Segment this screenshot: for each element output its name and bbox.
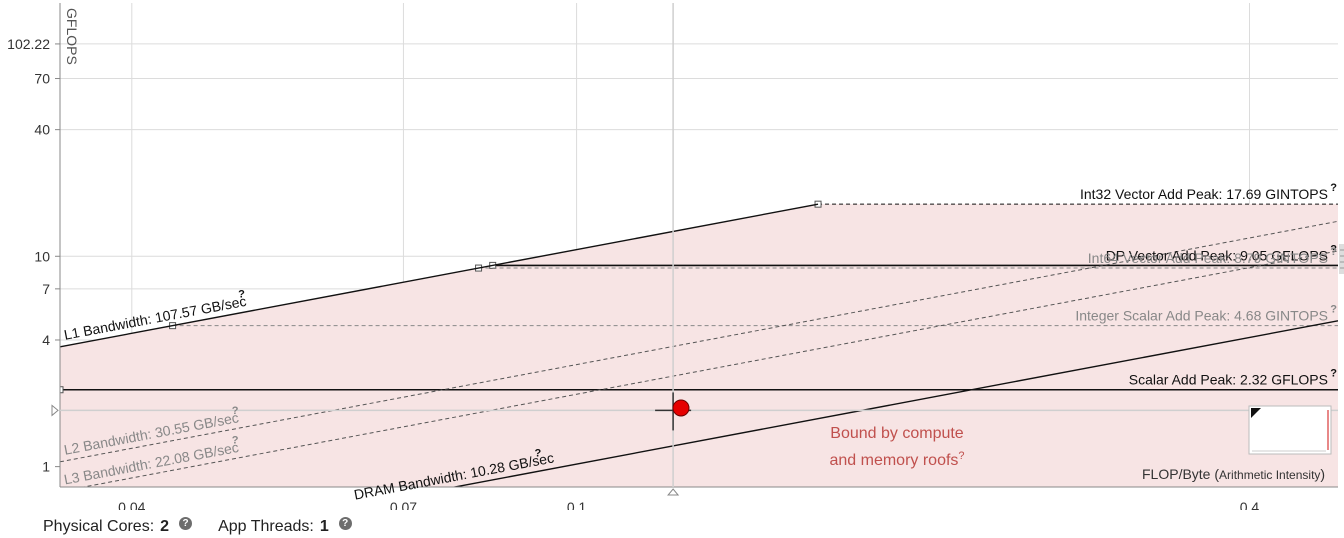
- bounded-region: [60, 204, 1338, 487]
- data-point-loop[interactable]: [672, 399, 690, 417]
- bandwidth-roof-line: [60, 203, 819, 348]
- x-axis-label-paren-close: ): [1320, 466, 1325, 482]
- minimap-thumbnail[interactable]: [1248, 405, 1332, 455]
- physical-cores-value: 2: [160, 518, 170, 535]
- roofline-chart: 0.04 0.07 0.1 0.4 1 4 7 10 40 70 102.22 Int32 Vect…: [7, 3, 1344, 510]
- app-threads-help-icon[interactable]: ?: [338, 516, 352, 530]
- compute-roof-label: Integer Scalar Add Peak: 4.68 GINTOPS: [1075, 308, 1328, 324]
- tick-labels: 0.04 0.07 0.1 0.4 1 4 7 10 40 70 102.22: [7, 36, 1259, 510]
- compute-roof-label: Int64 Vector Add Peak: 8.79 GINTOPS: [1088, 250, 1328, 266]
- crosshair-x-marker: [667, 488, 680, 496]
- compute-roof-help-icon: ?: [1330, 368, 1337, 380]
- app-threads-label: App Threads:: [218, 518, 314, 535]
- y-tick-label: 10: [34, 248, 50, 264]
- y-tick-label: 1: [42, 459, 50, 475]
- x-axis-label-main: FLOP/Byte: [1142, 466, 1211, 482]
- footer-bar: Physical Cores: 2 ? App Threads: 1 ?: [43, 516, 352, 536]
- y-tick-label: 102.22: [7, 36, 50, 52]
- compute-roof-label: Int32 Vector Add Peak: 17.69 GINTOPS: [1080, 186, 1328, 202]
- y-tick-label: 7: [42, 281, 50, 297]
- annotation-help-icon: ?: [958, 450, 964, 462]
- roof-lines: [60, 200, 1338, 487]
- x-axis-label-suffix: Arithmetic Intensity: [1219, 468, 1320, 482]
- compute-roof-help-icon: ?: [1330, 182, 1337, 194]
- y-tick-label: 4: [42, 332, 50, 348]
- crosshair-y-marker: [51, 404, 59, 417]
- data-points[interactable]: [655, 392, 692, 431]
- compute-roof-help-icon: ?: [1330, 246, 1337, 258]
- y-axis-label: GFLOPS: [64, 8, 80, 65]
- bounded-region-fill: [60, 204, 1338, 487]
- bandwidth-roof-help-icon: ?: [238, 289, 245, 301]
- x-tick-label: 0.07: [390, 499, 417, 510]
- bandwidth-roof-line: [451, 320, 1338, 487]
- scroll-grip-handle[interactable]: [1339, 244, 1344, 274]
- annotation-line-1: Bound by compute: [830, 425, 964, 442]
- annotation-line-2: and memory roofs?: [829, 450, 964, 469]
- bandwidth-roof-help-icon: ?: [232, 435, 239, 447]
- app-threads-value: 1: [319, 518, 329, 535]
- x-tick-label: 0.4: [1240, 499, 1260, 510]
- y-tick-label: 40: [34, 122, 50, 138]
- physical-cores-help-icon[interactable]: ?: [179, 516, 193, 530]
- y-tick-label: 70: [34, 71, 50, 87]
- bandwidth-roof-help-icon: ?: [232, 405, 239, 417]
- physical-cores-label: Physical Cores:: [43, 518, 155, 535]
- x-axis-label: FLOP/Byte (Arithmetic Intensity): [1142, 466, 1325, 482]
- x-axis-label-paren-open: (: [1210, 466, 1219, 482]
- roof-marker: [60, 386, 64, 394]
- annotation-line-2-text: and memory roofs: [829, 452, 958, 469]
- bandwidth-roof-help-icon: ?: [534, 447, 541, 459]
- compute-roof-help-icon: ?: [1330, 243, 1337, 255]
- compute-roof-label: DP Vector Add Peak: 9.05 GFLOPS: [1106, 247, 1328, 263]
- compute-roof-label: Scalar Add Peak: 2.32 GFLOPS: [1129, 372, 1328, 388]
- x-tick-label: 0.1: [567, 499, 587, 510]
- compute-roof-help-icon: ?: [1330, 304, 1337, 316]
- x-tick-label: 0.04: [118, 499, 145, 510]
